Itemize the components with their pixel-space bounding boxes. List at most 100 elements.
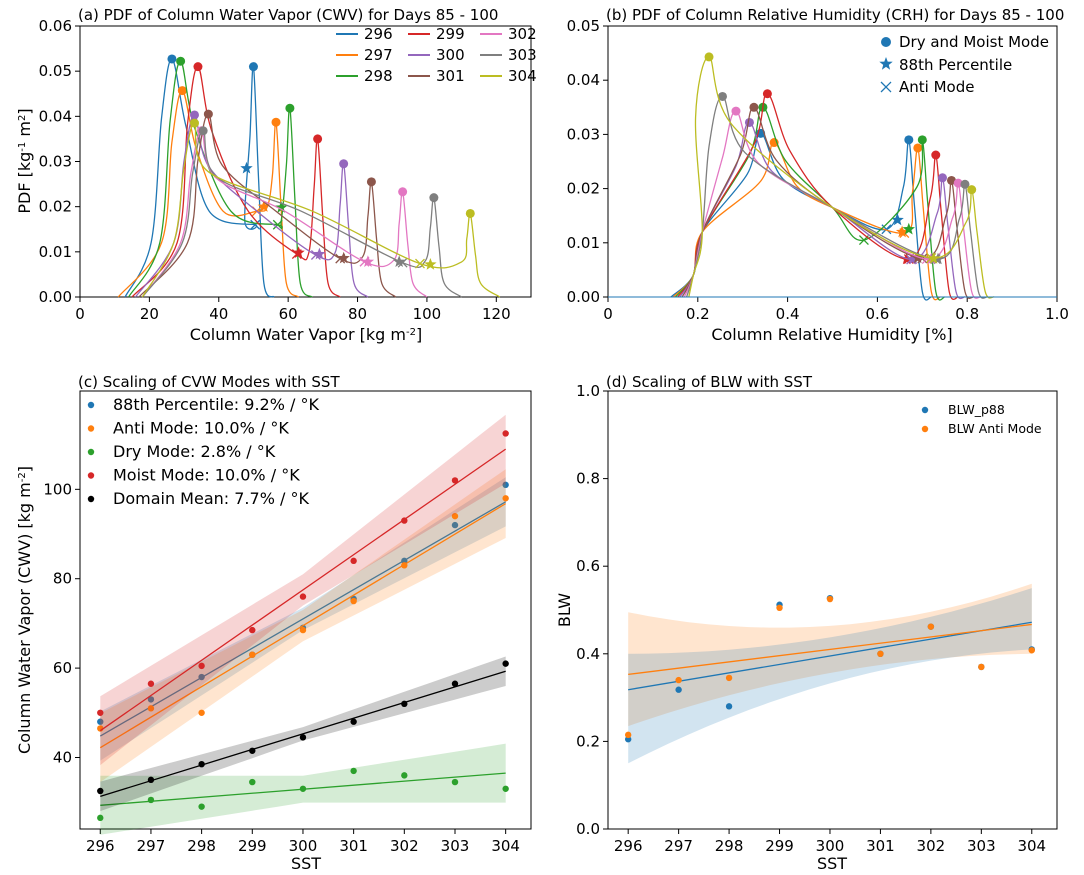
x-tick-label: 0.8 [955, 305, 979, 323]
series-303-dry-mode-point [198, 126, 208, 136]
series-296-line [124, 58, 275, 298]
crh-series-304-anti-mode-point [926, 253, 937, 263]
data-point [97, 709, 104, 716]
crh-series-298-p88-point [902, 222, 915, 235]
data-point [198, 673, 205, 681]
x-tick-label: 296 [614, 837, 643, 855]
blw-data-point [826, 595, 834, 603]
y-tick-label: 60 [53, 659, 72, 677]
axes-frame [607, 390, 1058, 830]
x-tick-label: 300 [816, 837, 845, 855]
y-tick-label: 0.0 [576, 820, 600, 838]
crh-series-297-moist-mode-point [913, 143, 923, 153]
y-tick-label: 0.03 [567, 125, 600, 143]
data-point [198, 760, 205, 768]
blw-fit-line-0 [628, 621, 1032, 691]
blw-data-point [1028, 647, 1035, 654]
x-tick-label: 304 [491, 837, 520, 855]
blw-legend-marker-0 [921, 406, 929, 414]
series-297-moist-mode-point [271, 117, 281, 127]
data-point [451, 680, 459, 687]
series-303-anti-mode-point [397, 257, 408, 268]
series-301-line [138, 113, 397, 298]
data-point [299, 593, 307, 600]
x-tick-label: 40 [209, 305, 228, 323]
blw-fit-line-1 [628, 623, 1032, 676]
x-tick-label: 297 [664, 837, 693, 855]
blw-data-point [725, 703, 733, 710]
y-tick-label: 0.00 [567, 288, 600, 306]
data-point [451, 477, 459, 484]
legend-marker-3 [87, 472, 95, 479]
series-304-anti-mode-point [415, 258, 425, 269]
blw-data-point [978, 663, 985, 671]
series-296-dry-mode-point [167, 54, 177, 64]
data-point [299, 734, 307, 741]
data-point [198, 709, 205, 716]
y-tick-label: 0.04 [39, 107, 72, 125]
data-point [249, 626, 256, 634]
blw-data-point [624, 731, 632, 739]
series-304-p88-point [424, 258, 437, 270]
legend-label-p88: 88th Percentile [899, 56, 1012, 74]
series-296-anti-mode-point [250, 219, 261, 230]
y-tick-label: 0.2 [576, 732, 600, 750]
data-point [502, 660, 509, 667]
data-point [451, 778, 459, 786]
x-tick-label: 299 [765, 837, 794, 855]
crh-series-300-p88-point [907, 252, 920, 265]
x-tick-label: 0.6 [865, 305, 889, 323]
legend-marker-4 [87, 495, 95, 503]
crh-series-300-dry-mode-point [744, 117, 754, 127]
series-299-dry-mode-point [193, 62, 203, 72]
series-300-anti-mode-point [310, 250, 321, 260]
crh-series-302-moist-mode-point [953, 178, 963, 188]
series-301-moist-mode-point [366, 177, 376, 187]
x-tick-label: 100 [413, 305, 442, 323]
crh-series-304-p88-point [927, 252, 940, 264]
series-304-line [141, 122, 501, 298]
legend-marker-anti [880, 81, 892, 93]
panel-a-ylabel: PDF [kg-1 m2] [15, 108, 34, 213]
legend-label-2: Dry Mode: 2.8% / °K [113, 442, 276, 461]
x-tick-label: 120 [482, 305, 511, 323]
x-tick-label: 301 [339, 837, 368, 855]
blw-data-point [776, 604, 783, 612]
crh-series-304-line [688, 56, 995, 299]
series-304-dry-mode-point [189, 118, 199, 128]
data-point [198, 662, 205, 670]
panel-a-title: (a) PDF of Column Water Vapor (CWV) for … [78, 6, 498, 24]
data-point [401, 562, 408, 569]
data-point [147, 705, 155, 712]
x-tick-label: 299 [238, 837, 267, 855]
data-point [401, 772, 408, 779]
series-302-p88-point [361, 255, 375, 267]
x-tick-label: 298 [187, 837, 216, 855]
series-298-dry-mode-point [176, 56, 186, 66]
legend-label-dry-moist: Dry and Moist Mode [899, 33, 1049, 51]
series-304-moist-mode-point [465, 208, 475, 218]
panel-b-title: (b) PDF of Column Relative Humidity (CRH… [606, 6, 1064, 24]
x-tick-label: 297 [137, 837, 166, 855]
fit-line-4 [100, 670, 506, 797]
legend-label-anti: Anti Mode [899, 78, 974, 96]
x-tick-label: 0 [603, 305, 613, 323]
data-point [249, 778, 256, 786]
y-tick-label: 0.8 [576, 470, 600, 488]
data-point [350, 557, 357, 565]
x-tick-label: 60 [279, 305, 298, 323]
legend-label-300: 300 [436, 46, 465, 64]
crh-series-299-dry-mode-point [762, 89, 772, 99]
x-tick-label: 298 [715, 837, 744, 855]
data-point [147, 776, 155, 784]
data-point [97, 787, 104, 795]
legend-marker-1 [87, 425, 95, 432]
y-tick-label: 0.02 [567, 180, 600, 198]
legend-label-298: 298 [364, 67, 393, 85]
data-point [401, 700, 408, 708]
blw-confidence-band-0 [628, 583, 1032, 727]
y-tick-label: 1.0 [576, 382, 600, 400]
crh-series-303-dry-mode-point [717, 91, 727, 101]
y-tick-label: 0.01 [39, 243, 72, 261]
crh-series-299-moist-mode-point [931, 150, 941, 160]
